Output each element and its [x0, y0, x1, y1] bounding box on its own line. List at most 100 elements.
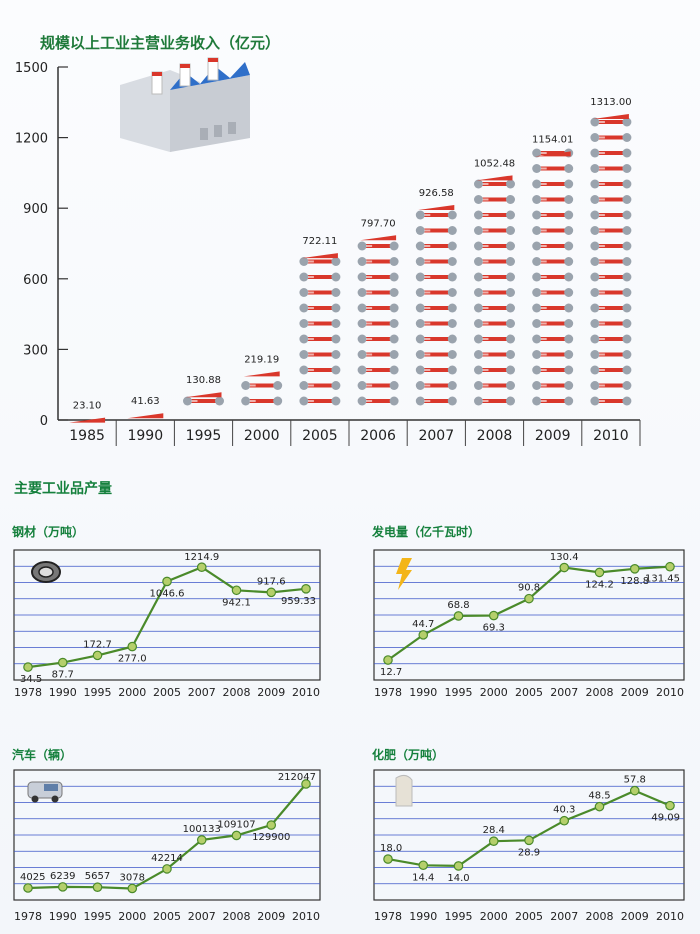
- point-value-label: 172.7: [83, 639, 112, 650]
- x-tick-label: 2009: [257, 686, 285, 699]
- data-point: [418, 860, 429, 871]
- x-tick-label: 2008: [223, 686, 251, 699]
- data-point: [57, 657, 68, 668]
- data-point: [231, 585, 242, 596]
- data-point: [266, 587, 277, 598]
- data-point: [665, 800, 675, 811]
- x-tick-label: 2006: [360, 428, 396, 444]
- bar-value-label: 130.88: [186, 375, 221, 386]
- bar: [590, 114, 632, 406]
- point-value-label: 109107: [217, 819, 255, 830]
- x-tick-label: 1995: [445, 686, 473, 699]
- y-tick-label: 300: [23, 343, 48, 358]
- x-tick-label: 2000: [118, 686, 146, 699]
- data-point: [453, 611, 464, 621]
- x-tick-label: 2005: [515, 686, 543, 699]
- point-value-label: 34.5: [20, 674, 42, 685]
- x-tick-label: 2007: [188, 686, 216, 699]
- x-tick-label: 1990: [409, 910, 437, 923]
- x-tick-label: 2000: [244, 428, 280, 444]
- bar-value-label: 1154.01: [532, 134, 573, 145]
- data-point: [266, 820, 277, 830]
- point-value-label: 917.6: [257, 576, 286, 587]
- data-point: [127, 883, 138, 894]
- x-tick-label: 2009: [621, 686, 649, 699]
- point-value-label: 959.33: [281, 596, 316, 607]
- x-tick-label: 2007: [418, 428, 454, 444]
- x-tick-label: 2009: [621, 910, 649, 923]
- bar-value-label: 219.19: [244, 354, 279, 365]
- point-value-label: 68.8: [447, 600, 469, 611]
- x-tick-label: 2005: [153, 686, 181, 699]
- point-value-label: 130.4: [550, 552, 579, 563]
- x-tick-label: 2008: [477, 428, 513, 444]
- x-tick-label: 2009: [535, 428, 571, 444]
- point-value-label: 6239: [50, 871, 75, 882]
- point-value-label: 4025: [20, 872, 45, 883]
- x-tick-label: 2005: [515, 910, 543, 923]
- x-tick-label: 2009: [257, 910, 285, 923]
- x-tick-label: 1990: [49, 910, 77, 923]
- point-value-label: 14.0: [447, 873, 469, 884]
- bar: [415, 204, 457, 406]
- data-point: [488, 836, 499, 846]
- lightning-icon: [396, 558, 412, 590]
- y-tick-label: 900: [23, 202, 48, 217]
- point-value-label: 3078: [120, 872, 145, 883]
- bar-value-label: 797.70: [361, 218, 396, 229]
- point-value-label: 1046.6: [150, 588, 185, 599]
- data-point: [92, 650, 103, 661]
- x-tick-label: 2008: [586, 686, 614, 699]
- point-value-label: 1214.9: [184, 552, 219, 563]
- point-value-label: 28.9: [518, 847, 540, 858]
- main-chart-title: 规模以上工业主营业务收入（亿元）: [40, 34, 281, 52]
- x-tick-label: 2000: [118, 910, 146, 923]
- steel-coil-icon: [31, 561, 61, 583]
- point-value-label: 44.7: [412, 619, 434, 630]
- data-point: [594, 567, 605, 578]
- bar-value-label: 1313.00: [590, 97, 631, 108]
- y-tick-label: 0: [40, 414, 48, 429]
- data-point: [453, 861, 464, 871]
- point-value-label: 128.8: [620, 576, 649, 587]
- car-icon: [27, 781, 63, 803]
- x-tick-label: 2010: [593, 428, 629, 444]
- data-point: [559, 562, 570, 573]
- x-tick-label: 1990: [127, 428, 163, 444]
- point-value-label: 212047: [278, 772, 316, 783]
- bar-value-label: 926.58: [419, 188, 454, 199]
- x-tick-label: 2005: [302, 428, 338, 444]
- factory-icon: [120, 57, 250, 152]
- bar: [69, 417, 106, 423]
- x-tick-label: 2010: [292, 686, 320, 699]
- products-section-title: 主要工业品产量: [14, 481, 112, 497]
- bar-value-label: 722.11: [302, 236, 337, 247]
- y-tick-label: 1200: [15, 132, 48, 147]
- y-tick-label: 1500: [15, 61, 48, 76]
- data-point: [629, 563, 640, 574]
- data-point: [559, 815, 570, 826]
- point-value-label: 100133: [183, 824, 221, 835]
- data-point: [127, 641, 138, 652]
- data-point: [231, 830, 242, 841]
- bar: [241, 371, 283, 406]
- point-value-label: 124.2: [585, 579, 614, 590]
- point-value-label: 49.09: [651, 813, 680, 824]
- point-value-label: 40.3: [553, 805, 575, 816]
- x-tick-label: 1978: [14, 910, 42, 923]
- data-point: [57, 882, 68, 892]
- revenue-bar-chart: 0 300 600 900 1200 1500 1985 23.10 1990 41.63 1995…: [15, 57, 641, 446]
- data-point: [629, 785, 640, 796]
- bar-value-label: 1052.48: [474, 158, 515, 169]
- data-point: [162, 576, 172, 587]
- data-point: [301, 584, 311, 594]
- x-tick-label: 1995: [445, 910, 473, 923]
- point-value-label: 129900: [252, 832, 290, 843]
- line-chart-title: 发电量（亿千瓦时）: [371, 524, 480, 539]
- x-tick-label: 1978: [374, 686, 402, 699]
- x-tick-label: 1985: [69, 428, 105, 444]
- x-tick-label: 2007: [550, 910, 578, 923]
- x-tick-label: 2005: [153, 910, 181, 923]
